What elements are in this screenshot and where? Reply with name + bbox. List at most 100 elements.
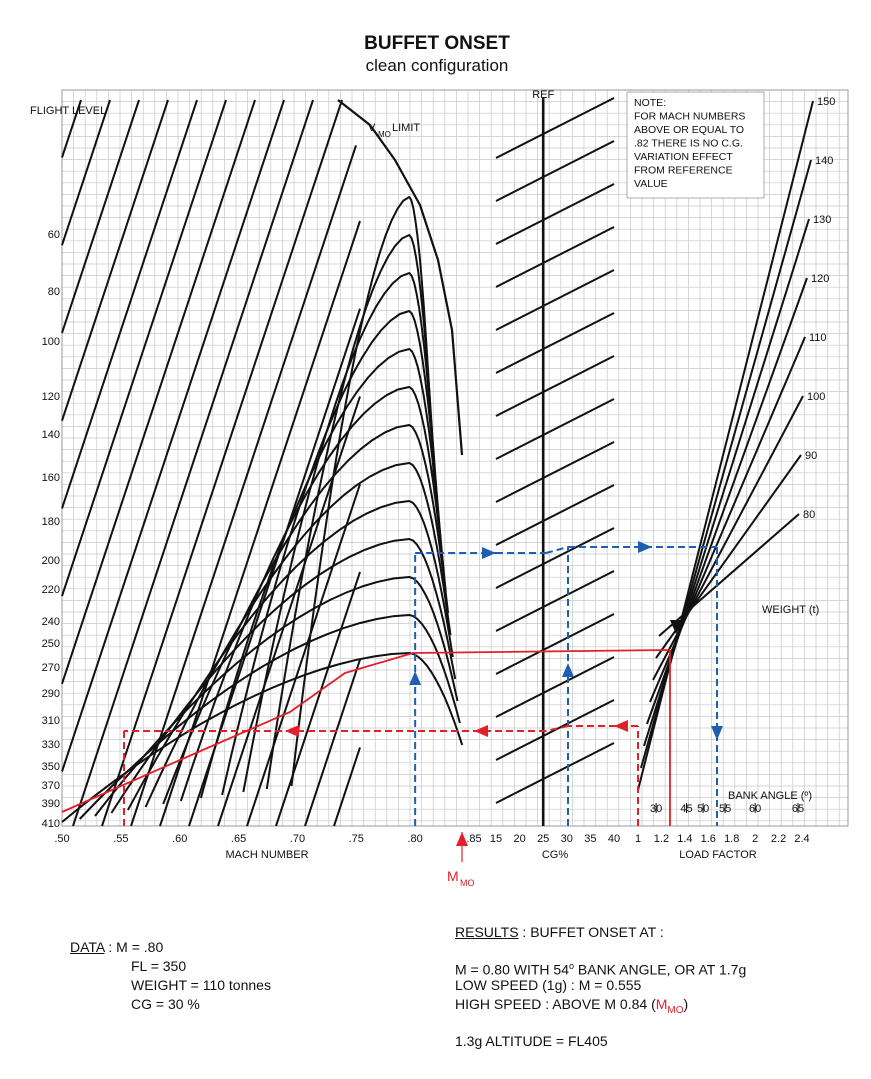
flight-level-tick-label: 330 xyxy=(42,739,60,751)
weight-axis-label: WEIGHT (t) xyxy=(762,604,819,616)
results-line-3-close: ) xyxy=(683,996,689,1012)
flight-level-tick-label: 100 xyxy=(42,336,60,348)
mach-tick-label: .55 xyxy=(113,833,128,845)
flight-level-tick-label: 140 xyxy=(42,429,60,441)
note-line: VARIATION EFFECT xyxy=(634,151,733,163)
cg-correction-line xyxy=(495,226,615,288)
note-line: .82 THERE IS NO C.G. xyxy=(634,138,743,150)
note-line: NOTE: xyxy=(634,97,666,109)
cg-correction-line xyxy=(495,312,615,374)
buffet-boundary-curve xyxy=(242,272,440,793)
cg-correction-line xyxy=(495,183,615,245)
mach-constant-line xyxy=(61,99,198,509)
degree-mark: o xyxy=(568,961,574,971)
blue-arrow-up xyxy=(409,671,422,685)
results-line-3: HIGH SPEED : ABOVE M 0.84 (MMO) xyxy=(455,995,688,1020)
flight-level-tick-label: 220 xyxy=(42,584,60,596)
chart-title: BUFFET ONSET xyxy=(364,33,510,54)
bank-angle-tick-label: 55 xyxy=(719,803,731,815)
note-box xyxy=(626,91,765,199)
weight-tick-label: 140 xyxy=(815,155,833,167)
mach-tick-label: .65 xyxy=(231,833,246,845)
cg-correction-line xyxy=(495,140,615,202)
buffet-boundary-curve xyxy=(199,348,445,799)
red-arrow-left-2 xyxy=(474,725,488,737)
blue-path-cg-2 xyxy=(545,546,569,554)
flight-level-tick-label: 250 xyxy=(42,638,60,650)
flight-level-tick-label: 240 xyxy=(42,616,60,628)
cg-ref-label: REF xyxy=(532,89,554,101)
flight-level-tick-label: 390 xyxy=(42,798,60,810)
results-line-1-rest: BANK ANGLE, OR AT 1.7g xyxy=(574,961,747,978)
cg-tick-label: 35 xyxy=(584,833,596,845)
flight-level-tick-label: 270 xyxy=(42,662,60,674)
data-block: DATA : M = .80 xyxy=(70,938,163,957)
results-heading: RESULTS xyxy=(455,924,519,940)
bank-angle-tick-label: 30 xyxy=(650,803,662,815)
cg-tick-label: 40 xyxy=(608,833,620,845)
load-factor-axis-label: LOAD FACTOR xyxy=(679,849,756,861)
results-line-2: LOW SPEED (1g) : M = 0.555 xyxy=(455,977,642,993)
data-line-cg: CG = 30 % xyxy=(131,996,200,1012)
flight-level-tick-label: 370 xyxy=(42,780,60,792)
results-heading-rest: : BUFFET ONSET AT : xyxy=(518,924,664,940)
note-line: ABOVE OR EQUAL TO xyxy=(634,124,744,136)
mach-constant-line xyxy=(217,396,361,827)
mach-axis-label: MACH NUMBER xyxy=(225,849,308,861)
buffet-boundary-curve xyxy=(94,576,459,817)
cg-correction-line xyxy=(495,656,615,718)
flight-level-tick-label: 310 xyxy=(42,715,60,727)
flight-level-tick-label: 120 xyxy=(42,391,60,403)
load-factor-tick-label: 2.4 xyxy=(794,833,809,845)
note-line: FOR MACH NUMBERS xyxy=(634,111,745,123)
vmo-limit-curve xyxy=(337,99,464,456)
vmo-sub-label: MO xyxy=(378,130,391,139)
blue-arrow-down xyxy=(711,726,723,740)
buffet-boundary-curve xyxy=(179,386,447,802)
blue-arrow-right-2 xyxy=(638,541,652,553)
vmo-label: V xyxy=(368,122,376,134)
buffet-boundary-curve xyxy=(290,196,435,787)
cg-correction-line xyxy=(495,484,615,546)
mach-constant-line xyxy=(333,747,361,827)
mach-constant-line xyxy=(61,99,82,158)
load-factor-tick-label: 1.8 xyxy=(724,833,739,845)
cg-tick-label: 25 xyxy=(537,833,549,845)
note-line: FROM REFERENCE xyxy=(634,165,733,177)
buffet-boundary-curve xyxy=(144,462,452,808)
mach-constant-line xyxy=(159,220,361,827)
weight-line xyxy=(649,336,806,703)
weight-line xyxy=(652,395,804,681)
cg-correction-line xyxy=(495,699,615,761)
mach-constant-line xyxy=(246,483,361,827)
results-heading-row: RESULTS : BUFFET ONSET AT : xyxy=(455,923,664,942)
flight-level-tick-label: 290 xyxy=(42,688,60,700)
mach-constant-line xyxy=(61,99,227,597)
flight-level-tick-label: 350 xyxy=(42,761,60,773)
flight-level-tick-label: 80 xyxy=(48,286,60,298)
mach-tick-label: .75 xyxy=(349,833,364,845)
weight-line xyxy=(643,218,810,747)
flight-level-tick-label: 180 xyxy=(42,516,60,528)
data-line-mach: M = .80 xyxy=(116,939,164,955)
weight-tick-label: 110 xyxy=(809,332,827,344)
load-factor-tick-label: 1 xyxy=(635,833,641,845)
buffet-boundary-curve xyxy=(221,310,442,796)
bank-angle-tick-label: 45 xyxy=(680,803,692,815)
mach-constant-line xyxy=(61,99,256,685)
results-line-3-text: HIGH SPEED : ABOVE M 0.84 ( xyxy=(455,996,656,1012)
mach-tick-label: .80 xyxy=(407,833,422,845)
red-arrow-left-3 xyxy=(285,725,299,737)
flight-level-tick-label: 60 xyxy=(48,229,60,241)
mach-tick-label: .70 xyxy=(290,833,305,845)
cg-tick-label: 20 xyxy=(513,833,525,845)
cg-correction-line xyxy=(495,742,615,804)
mmo-label: M xyxy=(447,868,459,884)
chart-marks: FLIGHT LEVEL6080100120140160180200220240… xyxy=(30,89,835,888)
results-line-1: M = 0.80 WITH 54o BANK ANGLE, OR AT 1.7g xyxy=(455,957,746,980)
load-factor-tick-label: 2.2 xyxy=(771,833,786,845)
chart-subtitle: clean configuration xyxy=(366,56,509,75)
weight-tick-label: 150 xyxy=(817,96,835,108)
results-line-1-text: M = 0.80 WITH 54 xyxy=(455,961,569,978)
